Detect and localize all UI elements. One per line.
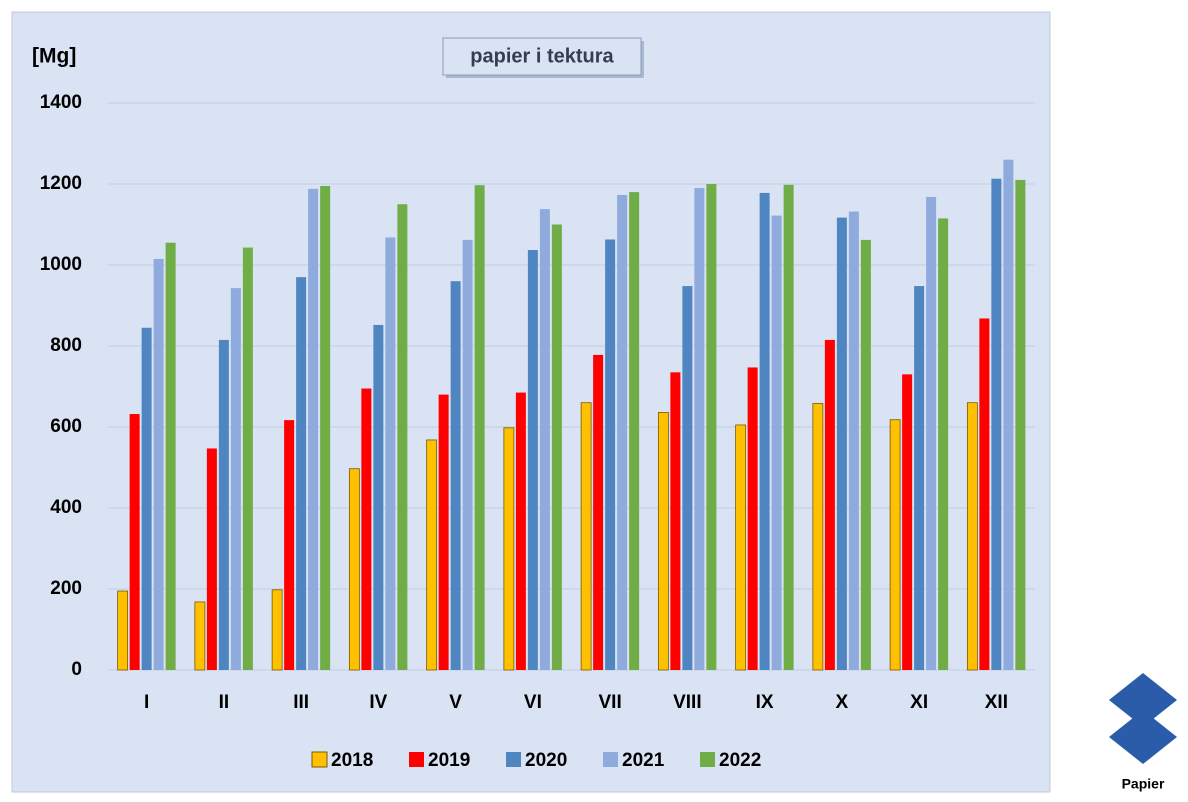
x-tick-label: III xyxy=(293,692,309,713)
legend-swatch xyxy=(603,752,618,767)
legend-swatch xyxy=(506,752,521,767)
y-tick-label: 0 xyxy=(71,659,82,680)
bar xyxy=(747,367,758,670)
x-tick-label: X xyxy=(836,692,849,713)
bar xyxy=(1003,159,1014,670)
bar xyxy=(141,327,152,670)
bar xyxy=(812,403,824,671)
bar xyxy=(771,215,782,670)
bar xyxy=(373,324,384,670)
legend-swatch xyxy=(311,751,328,768)
bar xyxy=(1015,179,1026,670)
bar xyxy=(966,402,978,671)
bar xyxy=(348,468,360,671)
bar xyxy=(551,224,562,670)
legend-label: 2021 xyxy=(622,750,665,771)
y-tick-label: 1000 xyxy=(40,254,82,275)
bar xyxy=(271,589,283,671)
bar xyxy=(860,239,871,670)
bar xyxy=(657,412,669,671)
x-tick-label: VI xyxy=(524,692,542,713)
bar xyxy=(593,354,604,670)
logo-label: Papier xyxy=(1122,776,1165,792)
legend-swatch xyxy=(409,752,424,767)
bar xyxy=(503,427,515,671)
bar xyxy=(527,250,538,670)
bar xyxy=(284,420,295,670)
bar xyxy=(308,188,319,671)
x-tick-label: I xyxy=(144,692,149,713)
bar xyxy=(914,286,925,670)
x-tick-label: IX xyxy=(756,692,774,713)
bar xyxy=(361,388,372,670)
x-tick-label: V xyxy=(449,692,462,713)
x-tick-label: XI xyxy=(910,692,928,713)
y-tick-label: 1200 xyxy=(40,173,82,194)
bar xyxy=(605,239,616,671)
logo: Papier xyxy=(1109,673,1177,792)
bar xyxy=(682,286,693,670)
bar xyxy=(706,184,717,670)
bar xyxy=(397,204,408,670)
bar xyxy=(129,414,140,670)
y-tick-label: 800 xyxy=(50,335,82,356)
bar xyxy=(670,372,681,670)
legend-swatch xyxy=(700,752,715,767)
bar xyxy=(735,424,747,671)
y-tick-label: 400 xyxy=(50,497,82,518)
x-tick-label: IV xyxy=(369,692,387,713)
legend-label: 2019 xyxy=(428,750,470,771)
x-tick-label: VIII xyxy=(673,692,702,713)
bar xyxy=(385,237,396,670)
title-box xyxy=(442,37,642,76)
bar xyxy=(848,211,859,671)
bar xyxy=(539,209,550,671)
bar xyxy=(824,339,835,670)
bar xyxy=(474,185,485,670)
bar xyxy=(218,339,229,670)
y-tick-label: 200 xyxy=(50,578,82,599)
bar xyxy=(320,186,331,670)
bar xyxy=(759,192,770,670)
bar xyxy=(515,392,526,670)
bar xyxy=(991,178,1002,671)
bar xyxy=(902,374,913,670)
bar xyxy=(242,247,253,670)
x-tick-label: XII xyxy=(985,692,1008,713)
y-tick-label: 1400 xyxy=(40,92,82,113)
bar xyxy=(938,218,949,671)
bar xyxy=(629,192,640,670)
y-axis-label: [Mg] xyxy=(32,45,76,68)
bar xyxy=(617,194,628,670)
bar xyxy=(117,590,129,671)
bar xyxy=(889,419,901,671)
bar xyxy=(296,277,307,670)
bar xyxy=(462,239,473,670)
chart-title: papier i tektura xyxy=(470,45,614,67)
legend-label: 2022 xyxy=(719,750,761,771)
x-tick-label: VII xyxy=(599,692,622,713)
x-tick-label: II xyxy=(219,692,230,713)
bar xyxy=(206,448,217,670)
legend-label: 2018 xyxy=(331,750,373,771)
bar xyxy=(153,258,164,670)
legend-label: 2020 xyxy=(525,750,567,771)
bar xyxy=(979,318,990,670)
bar xyxy=(926,196,937,670)
logo-shape xyxy=(1109,710,1177,764)
bar xyxy=(165,242,176,670)
logo-shape xyxy=(1109,673,1177,727)
bar xyxy=(426,439,438,671)
bar xyxy=(580,402,592,671)
bar xyxy=(230,288,241,670)
y-tick-label: 600 xyxy=(50,416,82,437)
bar xyxy=(783,184,794,670)
bar xyxy=(438,394,449,670)
bar xyxy=(450,281,461,670)
bar xyxy=(694,188,705,671)
bar xyxy=(194,601,206,671)
bar xyxy=(836,217,847,671)
